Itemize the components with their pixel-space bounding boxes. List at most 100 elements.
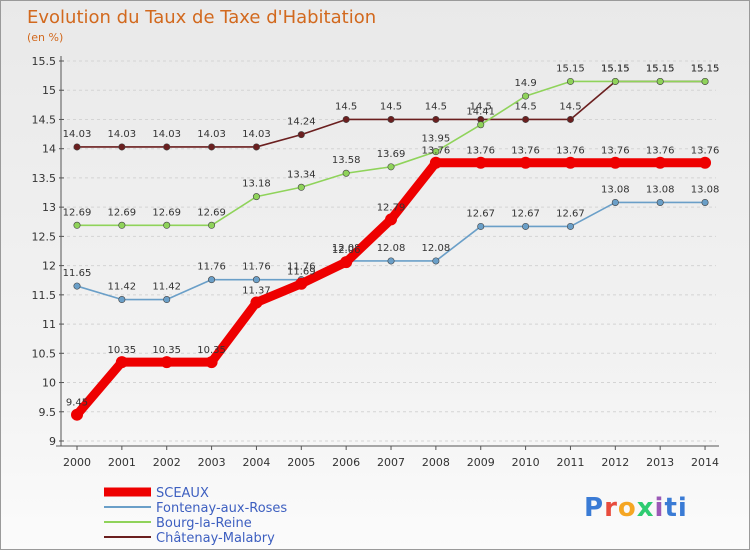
- data-label: 15.15: [556, 63, 585, 74]
- data-point: [385, 213, 398, 226]
- data-label: 13.76: [646, 146, 675, 157]
- data-label: 14.03: [63, 129, 92, 140]
- data-point: [432, 257, 440, 265]
- data-point: [429, 156, 442, 169]
- data-point: [73, 143, 81, 151]
- legend-entry: Fontenay-aux-Roses: [156, 501, 287, 516]
- data-point: [519, 156, 532, 169]
- data-point: [208, 221, 216, 229]
- data-label: 15.15: [601, 63, 630, 74]
- data-label: 15.15: [646, 63, 675, 74]
- y-tick-label: 15: [42, 84, 56, 97]
- data-point: [205, 356, 218, 369]
- data-label: 12.08: [332, 243, 361, 254]
- data-label: 14.5: [470, 101, 492, 112]
- data-point: [115, 356, 128, 369]
- data-point: [387, 115, 395, 123]
- x-tick-label: 2003: [198, 456, 226, 469]
- y-tick-label: 12.5: [32, 230, 57, 243]
- data-point: [654, 156, 667, 169]
- data-label: 14.9: [514, 78, 536, 89]
- data-label: 13.08: [691, 184, 720, 195]
- data-point: [71, 408, 83, 421]
- data-label: 13.76: [601, 146, 630, 157]
- data-label: 14.03: [197, 129, 226, 140]
- data-label: 13.76: [691, 146, 720, 157]
- y-tick-label: 11.5: [32, 289, 57, 302]
- data-point: [252, 143, 260, 151]
- legend-entry: Châtenay-Malabry: [156, 531, 275, 546]
- data-point: [252, 276, 260, 284]
- data-label: 12.06: [332, 245, 361, 256]
- data-label: 13.08: [601, 184, 630, 195]
- data-point: [477, 121, 485, 129]
- x-tick-label: 2008: [422, 456, 450, 469]
- data-label: 11.65: [63, 268, 92, 279]
- data-label: 11.76: [242, 262, 271, 273]
- data-point: [208, 143, 216, 151]
- y-tick-label: 14: [42, 143, 56, 156]
- data-label: 12.67: [466, 208, 495, 219]
- data-point: [701, 198, 709, 206]
- x-tick-label: 2000: [63, 456, 91, 469]
- y-tick-label: 11: [42, 318, 56, 331]
- data-point: [564, 156, 577, 169]
- x-tick-label: 2010: [512, 456, 540, 469]
- data-label: 14.41: [466, 107, 495, 118]
- data-point: [522, 222, 530, 230]
- data-label: 14.5: [559, 101, 581, 112]
- data-label: 13.34: [287, 169, 316, 180]
- data-point: [342, 169, 350, 177]
- data-point: [118, 296, 126, 304]
- page-subtitle: (en %): [27, 31, 64, 44]
- data-label: 13.76: [422, 146, 451, 157]
- x-tick-label: 2012: [601, 456, 629, 469]
- x-tick-label: 2007: [377, 456, 405, 469]
- data-label: 11.37: [242, 285, 271, 296]
- data-point: [160, 356, 173, 369]
- y-tick-label: 12: [42, 260, 56, 273]
- data-point: [73, 221, 81, 229]
- data-point: [295, 277, 308, 290]
- data-label: 15.15: [646, 63, 675, 74]
- data-point: [73, 282, 81, 290]
- x-tick-label: 2006: [332, 456, 360, 469]
- data-point: [656, 77, 664, 85]
- data-label: 14.03: [108, 129, 137, 140]
- data-point: [297, 183, 305, 191]
- data-label: 15.15: [691, 63, 720, 74]
- data-point: [611, 198, 619, 206]
- data-point: [208, 276, 216, 284]
- y-tick-label: 13.5: [32, 172, 57, 185]
- data-label: 12.69: [197, 207, 226, 218]
- data-point: [252, 193, 260, 201]
- data-label: 13.69: [377, 149, 406, 160]
- legend-entry: Bourg-la-Reine: [156, 516, 252, 531]
- data-label: 12.79: [377, 202, 406, 213]
- legend-entry: SCEAUX: [156, 486, 209, 501]
- data-label: 15.15: [601, 63, 630, 74]
- y-tick-label: 10.5: [32, 347, 57, 360]
- data-point: [477, 222, 485, 230]
- data-point: [297, 131, 305, 139]
- data-label: 11.42: [108, 282, 137, 293]
- data-point: [522, 115, 530, 123]
- data-label: 14.5: [380, 101, 402, 112]
- data-point: [522, 92, 530, 100]
- data-point: [566, 77, 574, 85]
- data-label: 12.67: [556, 208, 585, 219]
- data-label: 12.69: [63, 207, 92, 218]
- data-point: [474, 156, 487, 169]
- data-label: 13.76: [511, 146, 540, 157]
- data-label: 10.35: [152, 345, 181, 356]
- data-point: [250, 296, 263, 309]
- data-point: [163, 296, 171, 304]
- data-label: 10.35: [197, 345, 226, 356]
- data-point: [432, 115, 440, 123]
- data-label: 10.35: [108, 345, 137, 356]
- data-label: 14.5: [514, 101, 536, 112]
- y-tick-label: 10: [42, 377, 56, 390]
- data-label: 13.76: [466, 146, 495, 157]
- data-point: [340, 256, 353, 269]
